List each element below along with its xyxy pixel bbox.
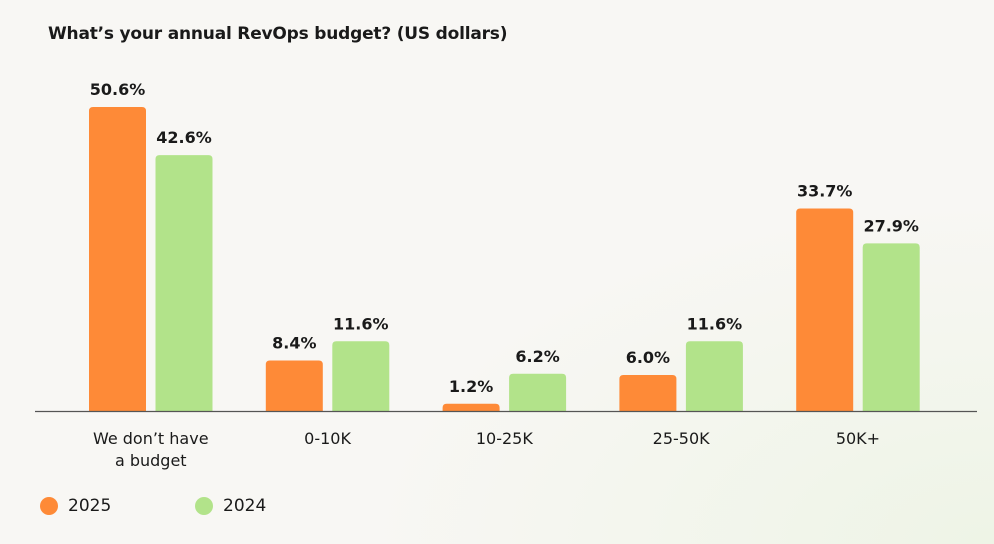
data-label-2025-2: 1.2% (449, 377, 493, 396)
data-label-2025-1: 8.4% (272, 334, 316, 353)
legend-item-2025: 2025 (40, 496, 111, 516)
legend-item-2024: 2024 (195, 496, 266, 516)
bar-2024-3 (685, 341, 743, 411)
bar-2024-0 (155, 155, 213, 411)
data-label-2024-4: 27.9% (863, 216, 919, 235)
chart-title: What’s your annual RevOps budget? (US do… (48, 24, 508, 44)
x-tick-label-0: a budget (115, 451, 187, 470)
bar-2025-3 (619, 374, 677, 411)
data-label-2024-0: 42.6% (156, 128, 212, 147)
data-label-2024-2: 6.2% (515, 347, 559, 366)
legend-label-2025: 2025 (68, 496, 112, 516)
bar-2024-4 (862, 243, 920, 411)
x-tick-label-2: 10-25K (476, 429, 533, 448)
bar-2025-0 (89, 107, 146, 411)
x-tick-label-0: We don’t have (93, 429, 209, 448)
data-label-2025-4: 33.7% (797, 182, 853, 201)
x-tick-label-1: 0-10K (304, 429, 351, 448)
bar-2024-2 (509, 373, 567, 411)
data-label-2025-3: 6.0% (626, 348, 670, 367)
legend-swatch-2025 (40, 497, 58, 515)
bar-2025-1 (265, 360, 323, 411)
x-tick-label-3: 25-50K (653, 429, 710, 448)
data-label-2024-3: 11.6% (687, 314, 743, 333)
bar-2025-4 (796, 208, 854, 411)
legend-label-2024: 2024 (223, 496, 267, 516)
legend-swatch-2024 (195, 497, 213, 515)
bar-2025-2 (442, 403, 500, 411)
bar-2024-1 (332, 341, 390, 411)
x-tick-label-4: 50K+ (836, 429, 880, 448)
data-label-2024-1: 11.6% (333, 314, 389, 333)
data-label-2025-0: 50.6% (90, 80, 146, 99)
